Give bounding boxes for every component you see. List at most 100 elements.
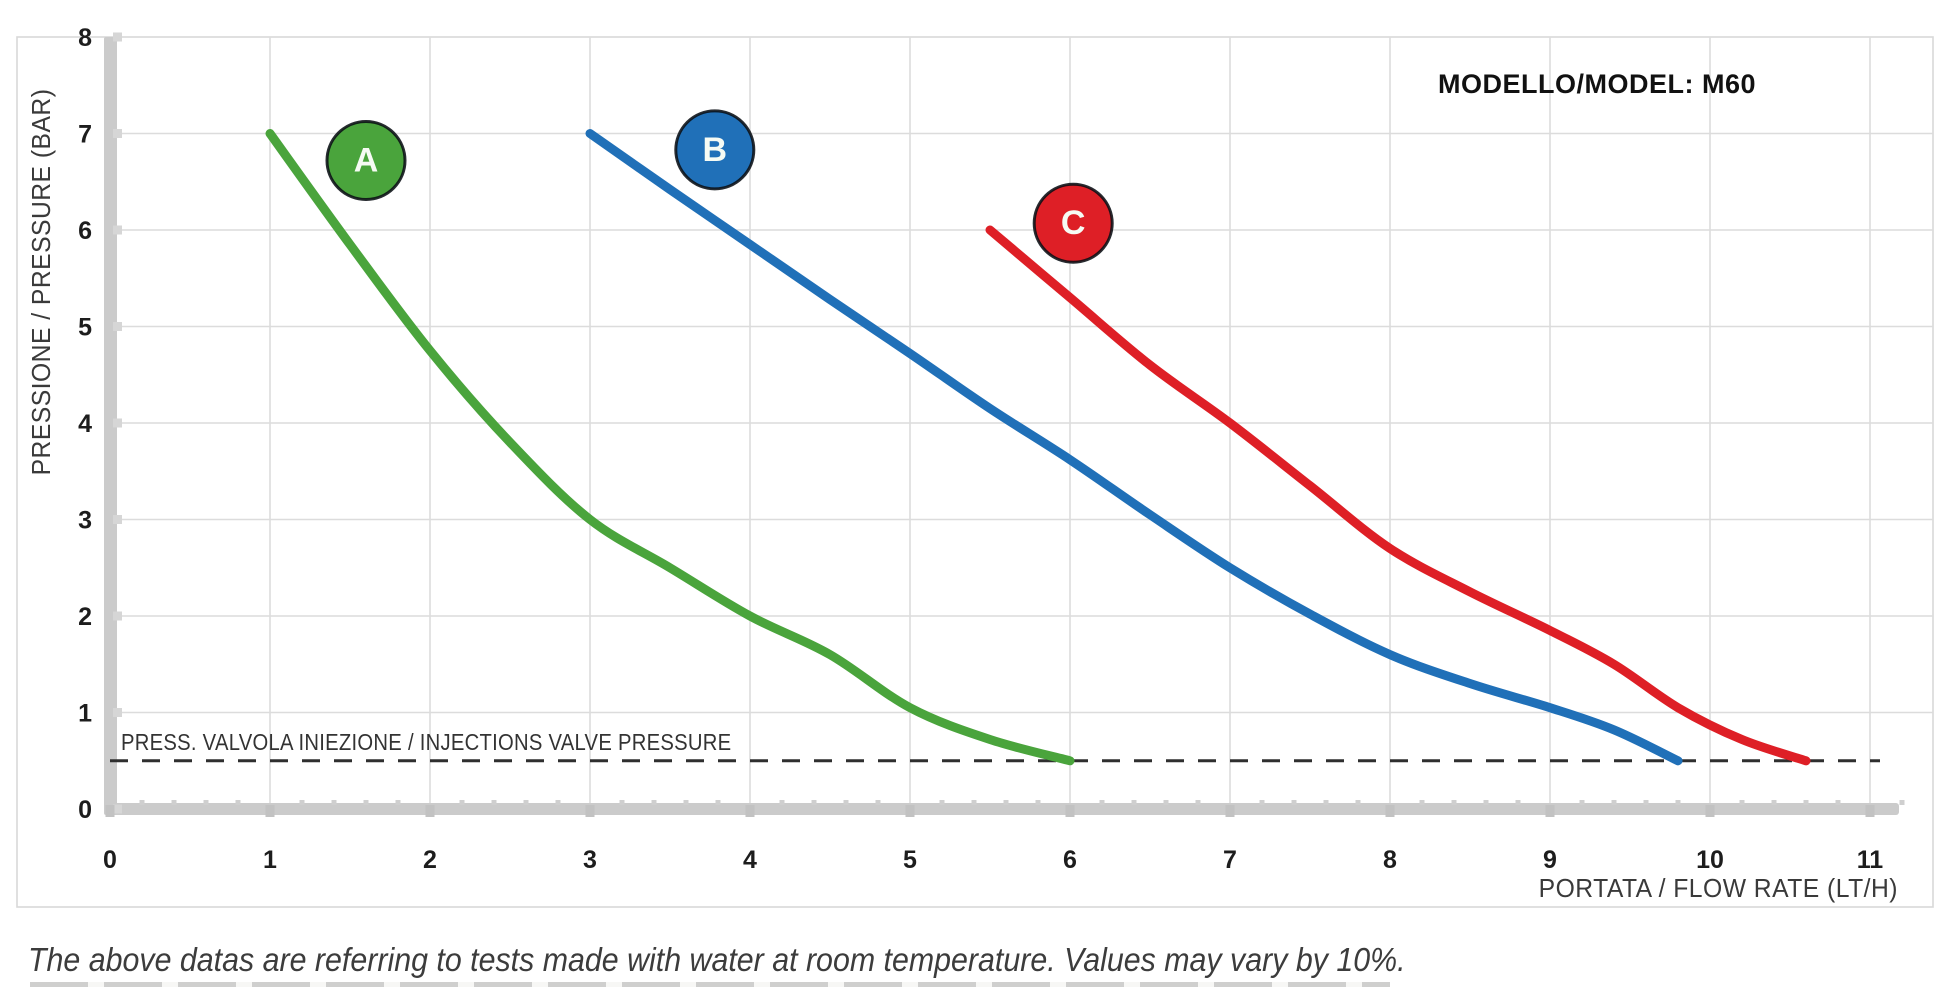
x-major-tick-7 [1225, 805, 1235, 817]
grid-layer [16, 36, 1934, 908]
y-tick-label-7: 7 [78, 121, 92, 149]
x-minor-tick-1.2 [299, 800, 305, 805]
caption-text: The above datas are referring to tests m… [28, 941, 1406, 978]
x-minor-tick-9.6 [1643, 800, 1649, 805]
x-axis-title: PORTATA / FLOW RATE (LT/H) [1539, 874, 1898, 903]
series-bubble-A [325, 120, 407, 202]
x-minor-tick-9.4 [1611, 800, 1617, 805]
x-minor-tick-6.6 [1163, 800, 1169, 805]
series-letter-C: C [1061, 204, 1086, 242]
x-minor-tick-9.8 [1675, 800, 1681, 805]
text-layer: MODELLO/MODEL: M60 PORTATA / FLOW RATE (… [27, 69, 1898, 903]
x-minor-tick-5.2 [939, 800, 945, 805]
x-major-tick-5 [905, 805, 915, 817]
x-minor-tick-6.8 [1195, 800, 1201, 805]
series-label-A: A [325, 120, 407, 202]
x-tick-label-8: 8 [1383, 846, 1397, 874]
y-major-tick-8 [113, 32, 122, 42]
y-major-tick-2 [113, 611, 122, 621]
x-minor-tick-3.6 [683, 800, 689, 805]
x-major-tick-11 [1865, 805, 1875, 817]
y-tick-label-1: 1 [78, 700, 92, 728]
x-minor-tick-10.8 [1835, 800, 1841, 805]
axis-layer [104, 32, 1905, 817]
x-major-tick-1 [265, 805, 275, 817]
x-tick-label-9: 9 [1543, 846, 1557, 874]
x-tick-label-0: 0 [103, 846, 117, 874]
y-major-tick-1 [113, 708, 122, 717]
x-minor-tick-6.2 [1099, 800, 1105, 805]
x-minor-tick-2.2 [459, 800, 465, 805]
x-tick-label-10: 10 [1696, 846, 1724, 874]
x-major-tick-8 [1385, 805, 1395, 817]
series-label-B: B [674, 109, 756, 191]
y-tick-label-2: 2 [78, 603, 92, 631]
curve-A [265, 129, 1075, 766]
x-minor-tick-8.6 [1483, 800, 1489, 805]
x-tick-label-7: 7 [1223, 846, 1237, 874]
x-minor-tick-7.4 [1291, 800, 1297, 805]
x-minor-tick-7.8 [1355, 800, 1361, 805]
series-letter-B: B [703, 131, 728, 169]
series-label-C: C [1032, 182, 1114, 264]
x-major-tick-4 [745, 805, 755, 817]
y-tick-label-0: 0 [78, 796, 92, 824]
x-minor-tick-1.4 [331, 800, 337, 805]
x-minor-tick-0.2 [139, 800, 145, 805]
x-tick-label-2: 2 [423, 846, 437, 874]
curve-B [585, 129, 1683, 766]
curves-layer [265, 129, 1811, 766]
y-major-tick-4 [113, 418, 122, 428]
y-major-tick-5 [113, 322, 122, 331]
model-title: MODELLO/MODEL: M60 [1438, 69, 1756, 99]
cropped-bottom-artifact [30, 982, 1390, 987]
x-minor-tick-8.4 [1451, 800, 1457, 805]
series-bubble-B [674, 109, 756, 191]
y-major-tick-0 [113, 804, 122, 814]
x-minor-tick-3.4 [651, 800, 657, 805]
x-tick-label-4: 4 [743, 846, 757, 874]
x-minor-tick-11.2 [1899, 800, 1905, 805]
x-axis-bar [104, 803, 1899, 815]
x-minor-tick-6.4 [1131, 800, 1137, 805]
x-minor-tick-7.6 [1323, 800, 1329, 805]
x-minor-tick-0.4 [171, 800, 177, 805]
x-minor-tick-4.6 [843, 800, 849, 805]
y-axis-title: PRESSIONE / PRESSURE (BAR) [27, 89, 56, 476]
y-tick-label-5: 5 [78, 314, 92, 342]
x-minor-tick-4.4 [811, 800, 817, 805]
x-minor-tick-2.4 [491, 800, 497, 805]
x-tick-label-5: 5 [903, 846, 917, 874]
series-bubble-C [1032, 182, 1114, 264]
x-minor-tick-5.8 [1035, 800, 1041, 805]
x-minor-tick-5.6 [1003, 800, 1009, 805]
x-major-tick-3 [585, 805, 595, 817]
x-minor-tick-4.2 [779, 800, 785, 805]
x-tick-label-11: 11 [1857, 846, 1884, 874]
y-major-tick-3 [113, 515, 122, 524]
x-minor-tick-2.6 [523, 800, 529, 805]
x-minor-tick-5.4 [971, 800, 977, 805]
tick-label-layer: 0 1 2 3 4 5 6 7 8 9 10 11 0 1 2 3 4 5 6 7 8 [78, 24, 1883, 874]
x-minor-tick-0.6 [203, 800, 209, 805]
x-tick-label-3: 3 [583, 846, 597, 874]
x-major-tick-10 [1705, 805, 1715, 817]
x-minor-tick-8.8 [1515, 800, 1521, 805]
x-minor-tick-1.8 [395, 800, 401, 805]
y-major-tick-7 [113, 129, 122, 138]
x-minor-tick-7.2 [1259, 800, 1265, 805]
y-tick-label-8: 8 [78, 24, 92, 52]
x-major-tick-0 [105, 805, 115, 817]
x-minor-tick-8.2 [1419, 800, 1425, 805]
x-major-tick-9 [1545, 805, 1555, 817]
series-bubble-layer: A B C [325, 109, 1114, 264]
x-minor-tick-3.8 [715, 800, 721, 805]
injection-valve-pressure-label: PRESS. VALVOLA INIEZIONE / INJECTIONS VA… [121, 729, 731, 756]
x-major-tick-2 [425, 805, 435, 817]
chart-frame [16, 36, 1934, 908]
y-tick-label-4: 4 [78, 410, 92, 438]
x-minor-tick-10.6 [1803, 800, 1809, 805]
x-minor-tick-1.6 [363, 800, 369, 805]
